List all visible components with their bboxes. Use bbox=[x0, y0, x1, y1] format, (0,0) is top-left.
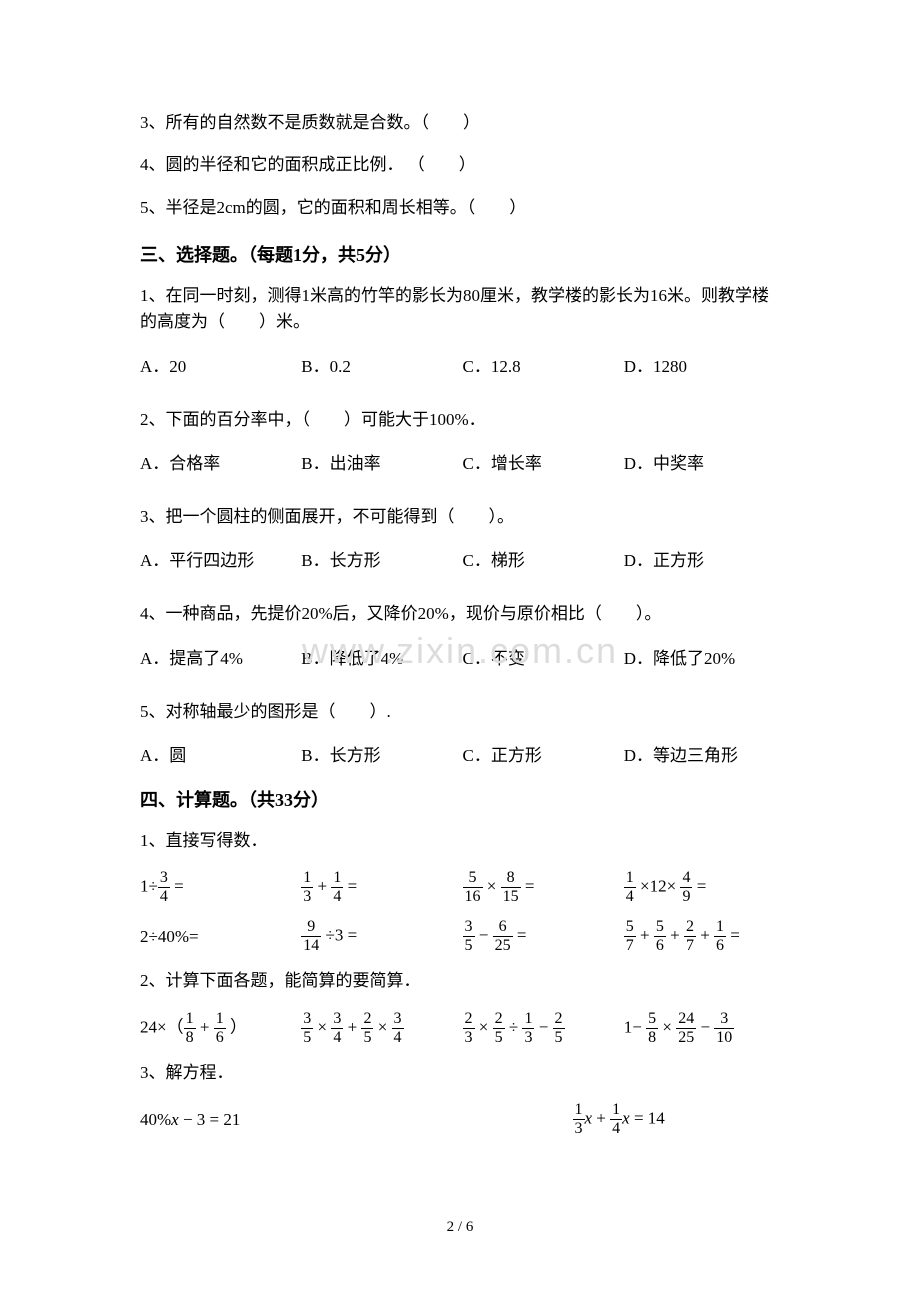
page-number: 2 / 6 bbox=[447, 1219, 474, 1236]
calc-1-1: 1÷34 = bbox=[140, 870, 301, 905]
calc-1-3: 516 × 815 = bbox=[463, 870, 624, 905]
judgment-q3: 3、所有的自然数不是质数就是合数。（ ） bbox=[140, 110, 785, 136]
s3q5-options: A．圆 B．长方形 C．正方形 D．等边三角形 bbox=[140, 741, 785, 766]
s3q3-stem: 3、把一个圆柱的侧面展开，不可能得到（ ）。 bbox=[140, 504, 785, 530]
calc-2-4: 57 + 56 + 27 + 16 = bbox=[624, 919, 785, 954]
calc-row-1: 1÷34 = 13 + 14 = 516 × 815 = 14 ×12× 49 … bbox=[140, 870, 785, 905]
judgment-q5: 5、半径是2cm的圆，它的面积和周长相等。（ ） bbox=[140, 195, 785, 221]
s3q5-d: D．等边三角形 bbox=[624, 741, 785, 766]
s3q3-b: B．长方形 bbox=[301, 546, 462, 571]
section4-sub2: 2、计算下面各题，能简算的要简算． bbox=[140, 968, 785, 994]
calc-3-3: 23 × 25 ÷ 13 − 25 bbox=[463, 1011, 624, 1046]
calc-2-3: 35 − 625 = bbox=[463, 919, 624, 954]
s3q4-options: A．提高了4% B．降低了4% C．不变 D．降低了20% bbox=[140, 644, 785, 669]
s3q2-stem: 2、下面的百分率中，（ ）可能大于100%． bbox=[140, 407, 785, 433]
calc-row-2: 2÷40%= 914 ÷3 = 35 − 625 = 57 + 56 + 27 … bbox=[140, 919, 785, 954]
section3-title: 三、选择题。（每题1分，共5分） bbox=[140, 241, 785, 267]
s3q3-c: C．梯形 bbox=[463, 546, 624, 571]
s3q1-stem: 1、在同一时刻，测得1米高的竹竿的影长为80厘米，教学楼的影长为16米。则教学楼… bbox=[140, 283, 785, 336]
calc-2-1: 2÷40%= bbox=[140, 927, 301, 947]
s3q5-c: C．正方形 bbox=[463, 741, 624, 766]
s3q5-b: B．长方形 bbox=[301, 741, 462, 766]
calc-3-2: 35 × 34 + 25 × 34 bbox=[301, 1011, 462, 1046]
s3q1-a: A．20 bbox=[140, 352, 301, 377]
calc-row-3: 24×（18 + 16 ） 35 × 34 + 25 × 34 23 × 25 … bbox=[140, 1011, 785, 1046]
s3q2-a: A．合格率 bbox=[140, 449, 301, 474]
s3q2-options: A．合格率 B．出油率 C．增长率 D．中奖率 bbox=[140, 449, 785, 474]
equation-row: 40%x − 3 = 21 13x + 14x = 14 bbox=[140, 1102, 785, 1137]
s3q2-b: B．出油率 bbox=[301, 449, 462, 474]
s3q5-a: A．圆 bbox=[140, 741, 301, 766]
judgment-q4: 4、圆的半径和它的面积成正比例． （ ） bbox=[140, 152, 785, 178]
s3q4-b: B．降低了4% bbox=[301, 644, 462, 669]
s3q5-stem: 5、对称轴最少的图形是（ ）. bbox=[140, 699, 785, 725]
s3q3-options: A．平行四边形 B．长方形 C．梯形 D．正方形 bbox=[140, 546, 785, 571]
s3q4-c: C．不变 bbox=[463, 644, 624, 669]
equation-1: 40%x − 3 = 21 bbox=[140, 1110, 353, 1130]
s3q1-c: C．12.8 bbox=[463, 352, 624, 377]
s3q4-d: D．降低了20% bbox=[624, 644, 785, 669]
calc-1-4: 14 ×12× 49 = bbox=[624, 870, 785, 905]
section4-sub1: 1、直接写得数． bbox=[140, 828, 785, 854]
s3q1-options: A．20 B．0.2 C．12.8 D．1280 bbox=[140, 352, 785, 377]
s3q4-a: A．提高了4% bbox=[140, 644, 301, 669]
s3q1-b: B．0.2 bbox=[301, 352, 462, 377]
calc-3-4: 1− 58 × 2425 − 310 bbox=[624, 1011, 785, 1046]
calc-2-2: 914 ÷3 = bbox=[301, 919, 462, 954]
calc-1-2: 13 + 14 = bbox=[301, 870, 462, 905]
section4-title: 四、计算题。（共33分） bbox=[140, 786, 785, 812]
equation-2: 13x + 14x = 14 bbox=[353, 1102, 786, 1137]
s3q3-d: D．正方形 bbox=[624, 546, 785, 571]
s3q3-a: A．平行四边形 bbox=[140, 546, 301, 571]
s3q2-c: C．增长率 bbox=[463, 449, 624, 474]
section4-sub3: 3、解方程． bbox=[140, 1060, 785, 1086]
s3q2-d: D．中奖率 bbox=[624, 449, 785, 474]
calc-3-1: 24×（18 + 16 ） bbox=[140, 1011, 301, 1046]
s3q1-d: D．1280 bbox=[624, 352, 785, 377]
s3q4-stem: 4、一种商品，先提价20%后，又降价20%，现价与原价相比（ ）。 bbox=[140, 601, 785, 627]
